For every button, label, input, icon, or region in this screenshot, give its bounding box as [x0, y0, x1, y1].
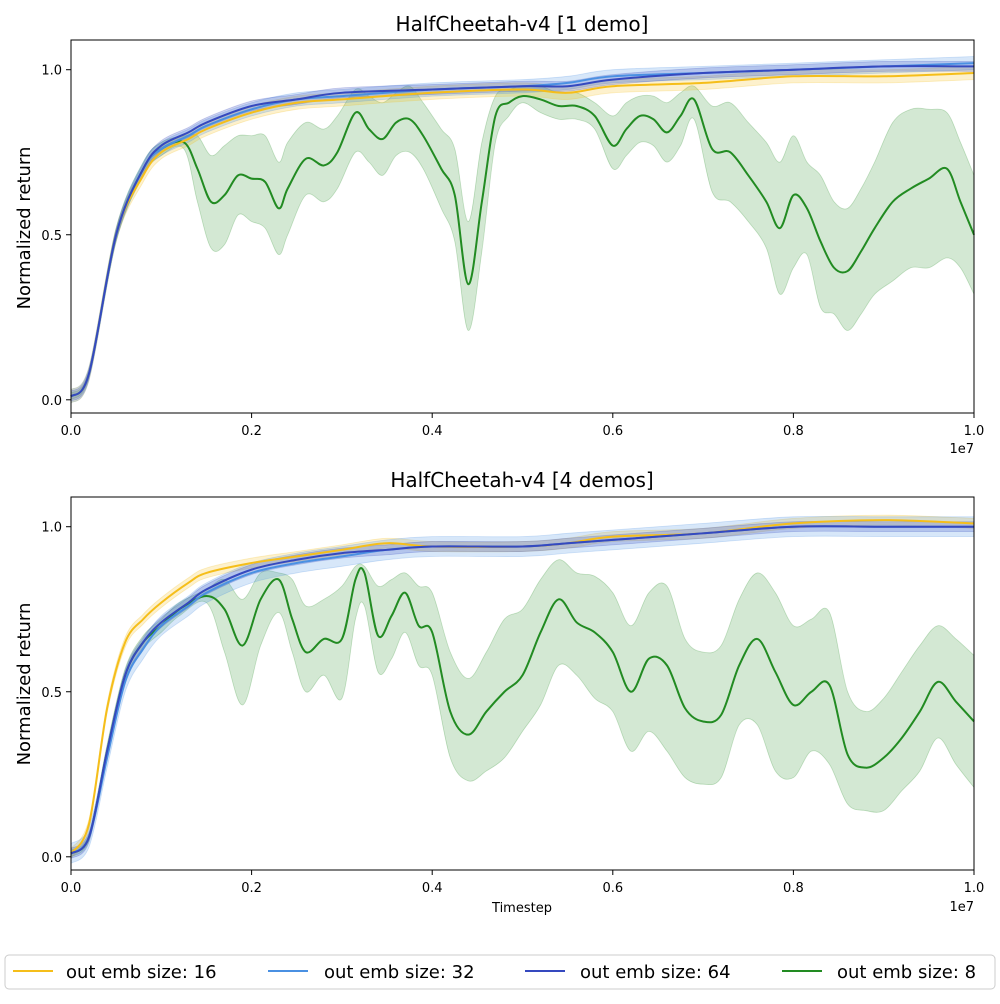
series-line [70, 566, 975, 855]
chart-title: HalfCheetah-v4 [1 demo] [396, 12, 649, 36]
series-line [70, 72, 975, 398]
subplot-4-demos: HalfCheetah-v4 [4 demos] Normalized retu… [14, 468, 984, 916]
x-tick-label: 0.8 [783, 881, 804, 896]
y-tick-label: 1.0 [41, 64, 62, 79]
y-tick-label: 0.0 [41, 394, 62, 409]
plot-frame [70, 39, 975, 414]
legend-label: out emb size: 8 [837, 962, 976, 983]
legend-frame [4, 954, 996, 990]
series-band [70, 559, 975, 858]
y-tick-label: 0.5 [41, 686, 62, 701]
chart-title: HalfCheetah-v4 [4 demos] [390, 468, 653, 492]
x-tick-label: 1.0 [964, 881, 985, 896]
plot-frame [70, 496, 975, 871]
y-tick-label: 1.0 [41, 521, 62, 536]
legend-item: out emb size: 32 [268, 962, 475, 983]
x-tick-label: 0.6 [602, 424, 623, 439]
y-tick-label: 0.5 [41, 229, 62, 244]
series-line [70, 95, 975, 398]
subplot-1-demo: HalfCheetah-v4 [1 demo] Normalized retur… [14, 12, 984, 457]
bands [70, 514, 975, 865]
y-tick-label: 0.0 [41, 851, 62, 866]
x-tick-label: 0.2 [241, 881, 262, 896]
x-offset-label: 1e7 [949, 900, 974, 915]
legend: out emb size: 16 out emb size: 32 out em… [4, 954, 996, 990]
y-ticks: 0.0 0.5 1.0 [41, 521, 71, 866]
lines [70, 62, 975, 398]
x-tick-label: 0.8 [783, 424, 804, 439]
bands [70, 56, 975, 405]
x-ticks: 0.0 0.2 0.4 0.6 0.8 1.0 [61, 870, 985, 896]
legend-label: out emb size: 32 [324, 962, 475, 983]
y-axis-label: Normalized return [14, 147, 35, 310]
x-tick-label: 0.4 [422, 881, 443, 896]
y-axis-label: Normalized return [14, 603, 35, 766]
legend-item: out emb size: 8 [782, 962, 976, 983]
legend-label: out emb size: 16 [66, 962, 217, 983]
legend-item: out emb size: 16 [13, 962, 217, 983]
series-line [70, 65, 975, 398]
x-tick-label: 0.6 [602, 881, 623, 896]
legend-item: out emb size: 64 [525, 962, 731, 983]
series-line [70, 525, 975, 855]
y-ticks: 0.0 0.5 1.0 [41, 64, 71, 409]
x-axis-label: Timestep [491, 901, 552, 916]
series-band [70, 85, 975, 401]
x-tick-label: 0.0 [61, 424, 82, 439]
x-tick-label: 1.0 [964, 424, 985, 439]
x-tick-label: 0.2 [241, 424, 262, 439]
x-offset-label: 1e7 [949, 442, 974, 457]
x-tick-label: 0.0 [61, 881, 82, 896]
legend-label: out emb size: 64 [580, 962, 731, 983]
x-ticks: 0.0 0.2 0.4 0.6 0.8 1.0 [61, 413, 985, 439]
lines [70, 519, 975, 855]
x-tick-label: 0.4 [422, 424, 443, 439]
